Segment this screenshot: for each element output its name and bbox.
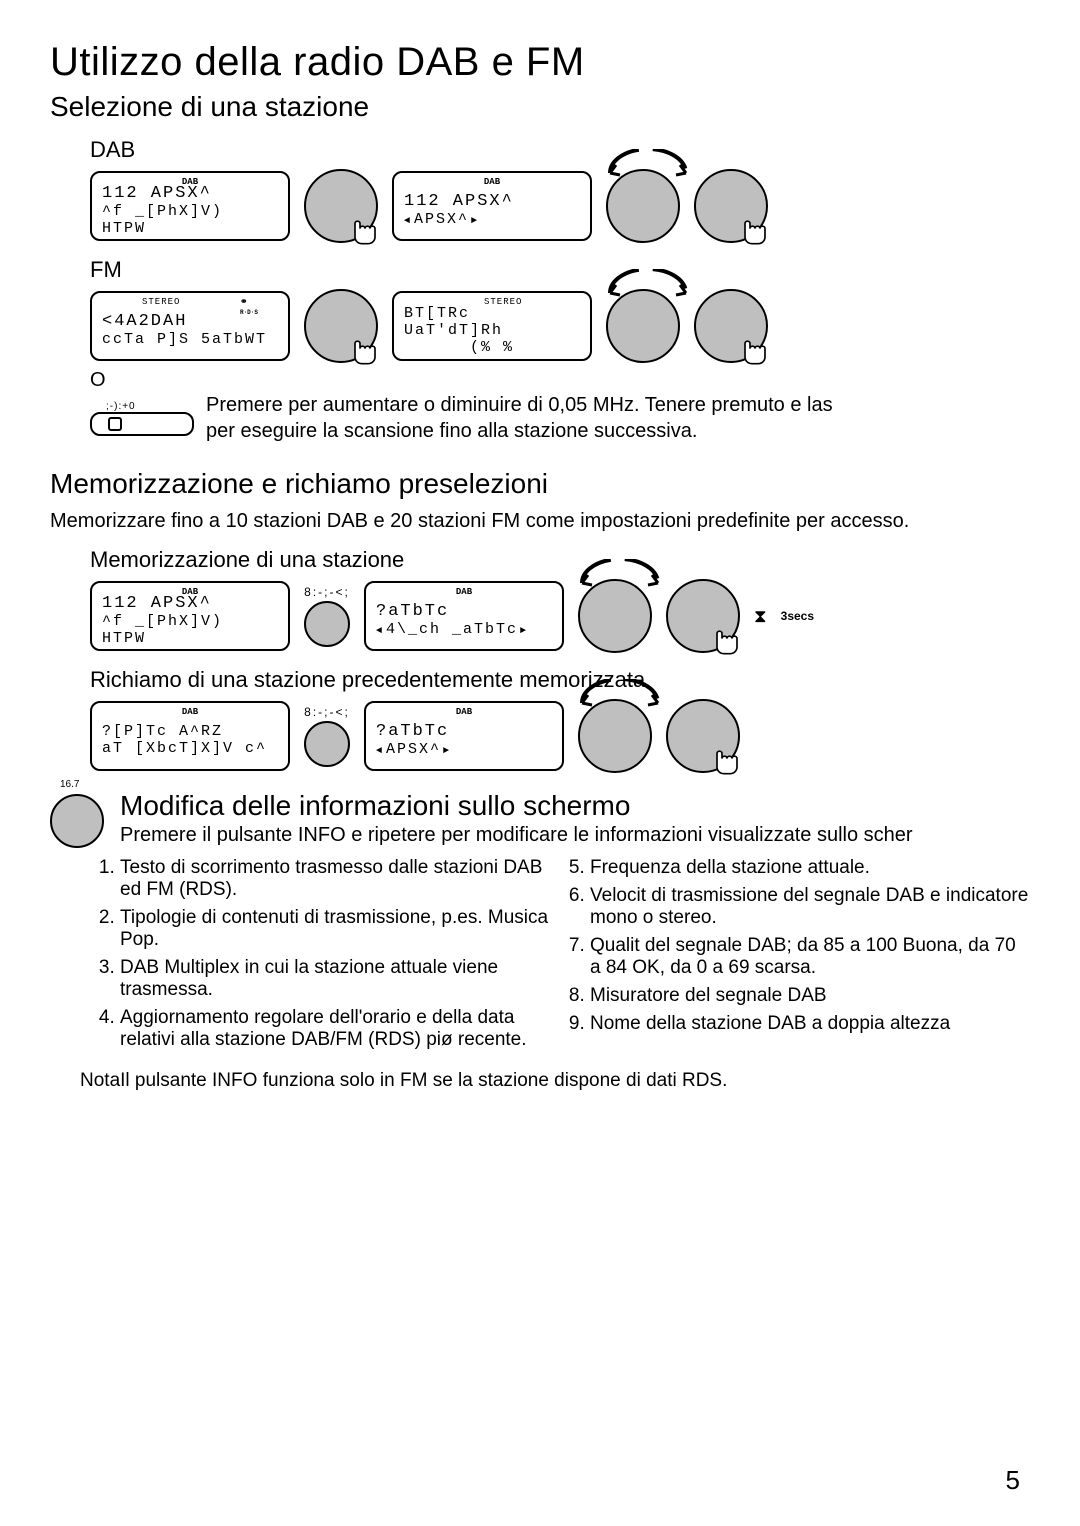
lcd-fm-2: STEREO BT[TRc UaT'dT]Rh (% % bbox=[392, 291, 592, 361]
page-title: Utilizzo della radio DAB e FM bbox=[50, 40, 1030, 85]
knob-press-hold-icon bbox=[666, 579, 740, 653]
tuner-button-group: ;-):+0 bbox=[90, 401, 194, 436]
info-item: Misuratore del segnale DAB bbox=[590, 985, 1030, 1007]
info-item: Testo di scorrimento trasmesso dalle sta… bbox=[120, 857, 560, 901]
hourglass-icon: ⧗ bbox=[754, 606, 767, 627]
info-item: Frequenza della stazione attuale. bbox=[590, 857, 1030, 879]
info-item: Velocit di trasmissione del segnale DAB … bbox=[590, 885, 1030, 929]
subheading-recall: Richiamo di una stazione precedentemente… bbox=[90, 667, 1030, 693]
tuner-button-icon bbox=[90, 412, 194, 436]
section-heading-presets: Memorizzazione e richiamo preselezioni bbox=[50, 468, 1030, 500]
knob-press-icon bbox=[666, 699, 740, 773]
tuner-row: ;-):+0 Premere per aumentare o diminuire… bbox=[90, 392, 1030, 444]
lcd-fm-1: STEREO ⚭R·D·S <4A2DAH ccTa P]S 5aTbWT bbox=[90, 291, 290, 361]
dab-row: DAB 112 APSX^ ^f _[PhX]V) HTPW DAB 112 A… bbox=[90, 169, 1030, 243]
recall-row: DAB ?[P]Tc A^RZ aT [XbcT]X]V c^ 8:-;-<; … bbox=[90, 699, 1030, 773]
lcd-dab-1: DAB 112 APSX^ ^f _[PhX]V) HTPW bbox=[90, 171, 290, 241]
tuner-text: Premere per aumentare o diminuire di 0,0… bbox=[206, 392, 833, 444]
lcd-dab-2: DAB 112 APSX^ APSX^ bbox=[392, 171, 592, 241]
subheading-store: Memorizzazione di una stazione bbox=[90, 547, 1030, 573]
info-item: Nome della stazione DAB a doppia altezza bbox=[590, 1013, 1030, 1035]
store-row: DAB 112 APSX^ ^f _[PhX]V) HTPW 8:-;-<; D… bbox=[90, 579, 1030, 653]
hand-icon bbox=[710, 627, 744, 657]
lcd-line: ^f _[PhX]V) HTPW bbox=[102, 203, 278, 237]
dab-badge: DAB bbox=[182, 587, 198, 597]
knob-icon bbox=[578, 699, 652, 773]
dab-badge: DAB bbox=[456, 587, 472, 597]
lcd-line: 4\_ch _aTbTc bbox=[376, 621, 552, 638]
dab-badge: DAB bbox=[456, 707, 472, 717]
lcd-line: aT [XbcT]X]V c^ bbox=[102, 740, 278, 757]
label-fm: FM bbox=[90, 257, 1030, 283]
dab-badge: DAB bbox=[182, 707, 198, 717]
lcd-line: BT[TRc UaT'dT]Rh bbox=[404, 305, 580, 339]
knob-press-icon bbox=[304, 289, 378, 363]
lcd-line: ?[P]Tc A^RZ bbox=[102, 723, 278, 740]
tuner-tiny-label: ;-):+0 bbox=[106, 401, 194, 412]
knob-icon bbox=[606, 169, 680, 243]
knob-rotate-group bbox=[606, 289, 680, 363]
hand-icon bbox=[348, 217, 382, 247]
lcd-line: ^f _[PhX]V) HTPW bbox=[102, 613, 278, 647]
fm-row: STEREO ⚭R·D·S <4A2DAH ccTa P]S 5aTbWT ST… bbox=[90, 289, 1030, 363]
knob-rotate-group bbox=[606, 169, 680, 243]
preset-label: 8:-;-<; bbox=[304, 585, 350, 599]
knob-rotate-group bbox=[578, 579, 652, 653]
rds-icon: ⚭R·D·S bbox=[240, 297, 258, 317]
label-167: 16.7 bbox=[60, 779, 1030, 790]
info-button-icon bbox=[50, 794, 104, 848]
knob-icon bbox=[606, 289, 680, 363]
tuner-line1: Premere per aumentare o diminuire di 0,0… bbox=[206, 392, 833, 418]
dab-badge: DAB bbox=[484, 177, 500, 187]
lcd-line: (% % bbox=[404, 339, 580, 356]
section-heading-info: Modifica delle informazioni sullo scherm… bbox=[120, 790, 1030, 822]
hand-icon bbox=[738, 337, 772, 367]
three-secs-label: 3secs bbox=[781, 609, 814, 623]
info-intro: Premere il pulsante INFO e ripetere per … bbox=[120, 824, 1030, 847]
preset-button: 8:-;-<; bbox=[304, 585, 350, 647]
lcd-line: APSX^ bbox=[404, 211, 580, 228]
info-item: Tipologie di contenuti di trasmissione, … bbox=[120, 907, 560, 951]
page-number: 5 bbox=[1006, 1465, 1020, 1496]
hand-icon bbox=[738, 217, 772, 247]
lcd-line: ?aTbTc bbox=[376, 602, 552, 621]
preset-label: 8:-;-<; bbox=[304, 705, 350, 719]
knob-press-icon bbox=[694, 169, 768, 243]
lcd-line: 112 APSX^ bbox=[404, 192, 580, 211]
small-knob-icon bbox=[304, 601, 350, 647]
lcd-rec-2: DAB ?aTbTc APSX^ bbox=[364, 701, 564, 771]
label-or: O bbox=[90, 369, 1030, 392]
knob-icon bbox=[578, 579, 652, 653]
tuner-line2: per eseguire la scansione fino alla staz… bbox=[206, 418, 833, 444]
small-knob-icon bbox=[304, 721, 350, 767]
preset-button: 8:-;-<; bbox=[304, 705, 350, 767]
info-item: DAB Multiplex in cui la stazione attuale… bbox=[120, 957, 560, 1001]
knob-rotate-group bbox=[578, 699, 652, 773]
presets-body: Memorizzare fino a 10 stazioni DAB e 20 … bbox=[50, 510, 1030, 533]
info-list: Testo di scorrimento trasmesso dalle sta… bbox=[50, 857, 1030, 1051]
stereo-badge: STEREO bbox=[484, 297, 522, 307]
info-header: Modifica delle informazioni sullo scherm… bbox=[50, 790, 1030, 851]
lcd-mem-2: DAB ?aTbTc 4\_ch _aTbTc bbox=[364, 581, 564, 651]
lcd-line: ?aTbTc bbox=[376, 722, 552, 741]
lcd-line: APSX^ bbox=[376, 741, 552, 758]
lcd-rec-1: DAB ?[P]Tc A^RZ aT [XbcT]X]V c^ bbox=[90, 701, 290, 771]
knob-press-icon bbox=[694, 289, 768, 363]
label-dab: DAB bbox=[90, 137, 1030, 163]
info-item: Aggiornamento regolare dell'orario e del… bbox=[120, 1007, 560, 1051]
section-heading-station: Selezione di una stazione bbox=[50, 91, 1030, 123]
hand-icon bbox=[348, 337, 382, 367]
info-note: NotaIl pulsante INFO funziona solo in FM… bbox=[80, 1070, 1030, 1092]
hand-icon bbox=[710, 747, 744, 777]
lcd-line: ccTa P]S 5aTbWT bbox=[102, 331, 278, 348]
info-item: Qualit del segnale DAB; da 85 a 100 Buon… bbox=[590, 935, 1030, 979]
stereo-badge: STEREO bbox=[142, 297, 180, 307]
lcd-mem-1: DAB 112 APSX^ ^f _[PhX]V) HTPW bbox=[90, 581, 290, 651]
dab-badge: DAB bbox=[182, 177, 198, 187]
knob-press-icon bbox=[304, 169, 378, 243]
